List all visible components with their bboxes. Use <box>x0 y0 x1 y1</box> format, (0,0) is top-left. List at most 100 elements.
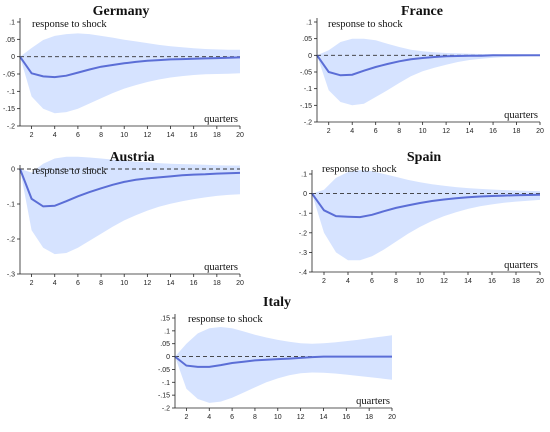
y-tick-label: -.4 <box>299 270 307 277</box>
x-tick-label: 18 <box>512 278 520 285</box>
x-tick-label: 8 <box>99 132 103 139</box>
response-line <box>19 56 241 79</box>
y-tick-label: -.2 <box>304 120 312 127</box>
x-tick-label: 18 <box>213 132 221 139</box>
y-tick-label: -.1 <box>299 211 307 218</box>
panel-germany: .1 .05 0 -.05 -.1 -.15 -.2 2 4 6 8 10 12 14 16 18 20 Germ… <box>3 4 244 139</box>
x-axis-label: quarters <box>356 396 390 407</box>
y-tick-label: 0 <box>166 354 170 361</box>
y-tick-label: .1 <box>301 172 307 179</box>
y-tick-label: .1 <box>9 20 15 27</box>
x-tick-label: 20 <box>236 132 244 139</box>
x-axis-label: quarters <box>504 110 538 121</box>
x-tick-label: 16 <box>488 278 496 285</box>
x-tick-label: 12 <box>440 278 448 285</box>
x-tick-label: 2 <box>322 278 326 285</box>
x-tick-label: 4 <box>346 278 350 285</box>
x-tick-label: 12 <box>297 414 305 421</box>
panel-italy: .15 .1 .05 0 -.05 -.1 -.15 -.2 2 4 6 8 10 12 14 16 18 20 I… <box>158 295 396 421</box>
x-tick-label: 16 <box>489 128 497 135</box>
x-tick-label: 10 <box>274 414 282 421</box>
x-tick-label: 4 <box>53 280 57 287</box>
y-tick-label: .05 <box>160 341 170 348</box>
response-line <box>19 168 241 208</box>
x-tick-label: 6 <box>76 132 80 139</box>
x-tick-label: 6 <box>374 128 378 135</box>
y-tick-label: -.2 <box>299 230 307 237</box>
x-tick-label: 18 <box>213 280 221 287</box>
x-tick-label: 18 <box>513 128 521 135</box>
x-tick-label: 16 <box>190 132 198 139</box>
y-tick-label: 0 <box>11 54 15 61</box>
y-tick-label: -.05 <box>300 70 312 77</box>
x-tick-label: 8 <box>253 414 257 421</box>
x-tick-label: 14 <box>320 414 328 421</box>
x-tick-label: 8 <box>99 280 103 287</box>
confidence-band <box>20 156 240 255</box>
x-tick-label: 20 <box>388 414 396 421</box>
x-tick-label: 2 <box>327 128 331 135</box>
y-tick-label: -.15 <box>3 106 15 113</box>
y-tick-label: .15 <box>160 316 170 323</box>
x-tick-label: 10 <box>416 278 424 285</box>
y-tick-label: -.1 <box>7 202 15 209</box>
x-tick-label: 8 <box>397 128 401 135</box>
y-tick-label: -.2 <box>162 406 170 413</box>
y-tick-label: -.15 <box>300 103 312 110</box>
x-tick-label: 12 <box>442 128 450 135</box>
confidence-band <box>317 38 540 106</box>
x-tick-label: 12 <box>143 280 151 287</box>
x-tick-label: 14 <box>167 280 175 287</box>
x-tick-label: 20 <box>236 280 244 287</box>
y-tick-label: -.3 <box>7 272 15 279</box>
annotation: response to shock <box>32 166 107 177</box>
y-tick-label: .1 <box>164 328 170 335</box>
annotation: response to shock <box>322 164 397 175</box>
x-tick-label: 10 <box>120 280 128 287</box>
confidence-band <box>20 33 240 114</box>
confidence-band <box>175 327 392 403</box>
annotation: response to shock <box>328 19 403 30</box>
y-tick-label: -.2 <box>7 124 15 131</box>
y-tick-label: .05 <box>5 37 15 44</box>
panel-title: Austria <box>109 150 154 165</box>
y-tick-label: .1 <box>306 20 312 27</box>
x-tick-label: 6 <box>370 278 374 285</box>
x-tick-label: 4 <box>53 132 57 139</box>
x-tick-label: 14 <box>466 128 474 135</box>
x-tick-label: 10 <box>120 132 128 139</box>
y-tick-label: 0 <box>303 191 307 198</box>
x-tick-label: 2 <box>184 414 188 421</box>
y-tick-label: -.05 <box>158 367 170 374</box>
x-axis-label: quarters <box>204 262 238 273</box>
response-line <box>311 193 541 219</box>
panel-title: France <box>401 4 443 19</box>
y-tick-label: 0 <box>11 167 15 174</box>
x-tick-label: 20 <box>536 128 544 135</box>
x-tick-label: 16 <box>190 280 198 287</box>
y-tick-label: .05 <box>302 36 312 43</box>
x-tick-label: 18 <box>365 414 373 421</box>
x-tick-label: 4 <box>207 414 211 421</box>
x-tick-label: 16 <box>342 414 350 421</box>
x-tick-label: 20 <box>536 278 544 285</box>
x-tick-label: 4 <box>350 128 354 135</box>
response-line <box>174 355 392 368</box>
y-tick-label: -.2 <box>7 237 15 244</box>
x-tick-label: 6 <box>76 280 80 287</box>
y-tick-label: 0 <box>308 53 312 60</box>
panel-spain: .1 0 -.1 -.2 -.3 -.4 2 4 6 8 10 12 14 16 18 20 Spain resp… <box>299 150 544 285</box>
y-tick-label: -.05 <box>3 72 15 79</box>
y-tick-label: -.15 <box>158 393 170 400</box>
y-tick-label: -.1 <box>162 380 170 387</box>
x-tick-label: 14 <box>167 132 175 139</box>
x-tick-label: 12 <box>143 132 151 139</box>
panel-austria: 0 -.1 -.2 -.3 2 4 6 8 10 12 14 16 18 20 Austriarespons… <box>7 150 244 287</box>
annotation: response to shock <box>32 19 107 30</box>
x-tick-label: 8 <box>394 278 398 285</box>
panel-title: Italy <box>263 295 291 310</box>
y-tick-label: -.1 <box>304 86 312 93</box>
confidence-band <box>312 170 540 261</box>
x-tick-label: 10 <box>419 128 427 135</box>
